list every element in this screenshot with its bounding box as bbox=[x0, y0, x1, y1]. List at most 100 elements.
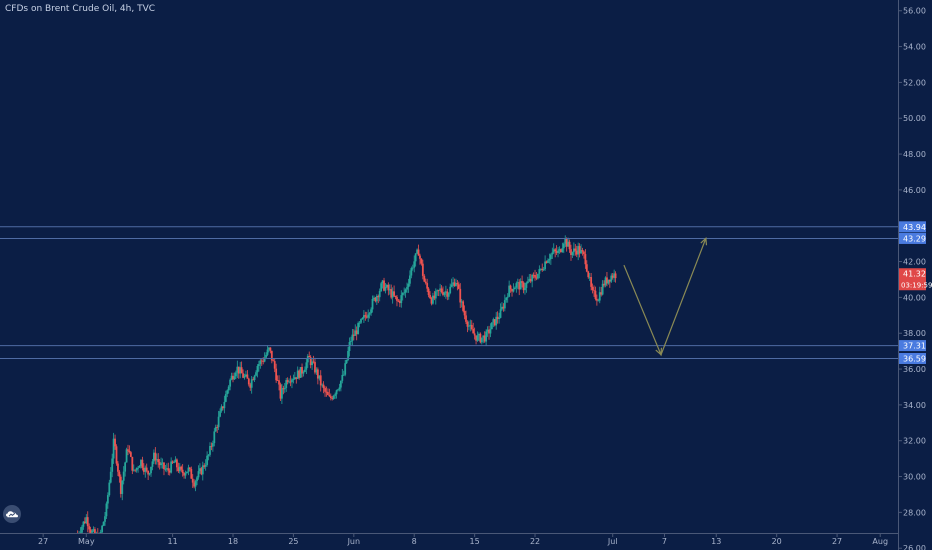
candle-down bbox=[534, 275, 536, 278]
candle-up bbox=[85, 517, 88, 524]
candle-up bbox=[227, 386, 230, 391]
candle-up bbox=[164, 469, 167, 470]
candle-down bbox=[545, 261, 548, 263]
time-tick-label: 20 bbox=[772, 537, 782, 546]
time-tick-label: 8 bbox=[412, 537, 417, 546]
candle-down bbox=[128, 450, 131, 453]
candle-down bbox=[430, 298, 433, 304]
candle-up bbox=[259, 360, 262, 365]
candle-up bbox=[531, 274, 534, 282]
candles-layer bbox=[76, 235, 617, 544]
candle-up bbox=[150, 466, 152, 474]
candle-up bbox=[482, 335, 485, 338]
candle-up bbox=[315, 369, 318, 373]
candle-up bbox=[413, 261, 416, 268]
candle-down bbox=[286, 380, 289, 382]
candle-up bbox=[230, 375, 233, 380]
candle-up bbox=[503, 300, 506, 309]
candle-up bbox=[447, 293, 450, 297]
candle-up bbox=[347, 350, 349, 360]
candle-down bbox=[262, 361, 265, 362]
candle-up bbox=[444, 291, 447, 293]
candle-up bbox=[380, 283, 383, 292]
candle-down bbox=[502, 306, 505, 309]
candle-up bbox=[243, 376, 246, 378]
candle-down bbox=[483, 335, 486, 342]
tradingview-logo[interactable] bbox=[3, 505, 21, 523]
candle-down bbox=[142, 467, 145, 472]
candle-up bbox=[549, 254, 552, 260]
candle-up bbox=[370, 309, 372, 314]
candle-up bbox=[357, 323, 360, 335]
candle-up bbox=[498, 317, 500, 319]
candle-up bbox=[234, 372, 237, 377]
candle-up bbox=[256, 366, 259, 373]
candle-up bbox=[165, 468, 168, 470]
candle-up bbox=[607, 279, 610, 284]
candle-down bbox=[115, 446, 118, 464]
level-price-label bbox=[899, 352, 926, 364]
time-tick-label: Jun bbox=[347, 537, 361, 546]
candle-down bbox=[158, 462, 161, 466]
candle-up bbox=[151, 461, 154, 467]
candle-down bbox=[541, 268, 544, 271]
candle-up bbox=[450, 284, 453, 287]
candle-up bbox=[378, 291, 381, 298]
candle-down bbox=[575, 250, 578, 255]
candle-down bbox=[177, 467, 180, 472]
candle-up bbox=[226, 390, 229, 395]
candle-up bbox=[148, 473, 151, 475]
candle-down bbox=[232, 375, 234, 380]
candle-down bbox=[273, 361, 276, 369]
candle-up bbox=[196, 477, 198, 482]
candle-down bbox=[591, 286, 594, 290]
projection-layer bbox=[623, 236, 708, 357]
candle-down bbox=[200, 468, 203, 475]
candle-up bbox=[469, 324, 472, 326]
candle-up bbox=[407, 283, 410, 288]
time-tick-label: 13 bbox=[711, 537, 721, 546]
candle-down bbox=[312, 361, 315, 363]
candle-down bbox=[511, 288, 513, 292]
candle-down bbox=[190, 469, 193, 479]
candle-up bbox=[350, 340, 352, 343]
candle-up bbox=[354, 330, 357, 336]
candle-up bbox=[388, 289, 391, 291]
candle-up bbox=[367, 314, 370, 318]
candle-up bbox=[562, 243, 565, 249]
candle-down bbox=[488, 329, 490, 334]
candle-up bbox=[525, 282, 528, 288]
candle-up bbox=[577, 246, 580, 255]
candle-up bbox=[601, 283, 604, 295]
candle-down bbox=[496, 316, 499, 319]
candle-down bbox=[459, 288, 462, 303]
price-tick-label: 34.00 bbox=[903, 401, 926, 410]
price-tick-label: 54.00 bbox=[903, 43, 926, 52]
candle-down bbox=[89, 529, 92, 533]
candle-up bbox=[561, 248, 564, 253]
candle-up bbox=[552, 249, 555, 253]
candle-up bbox=[124, 462, 127, 472]
level-price-text: 37.31 bbox=[903, 342, 926, 351]
levels-layer bbox=[0, 226, 898, 359]
candle-up bbox=[318, 375, 321, 379]
candle-up bbox=[253, 375, 256, 380]
candle-up bbox=[373, 297, 375, 299]
candle-up bbox=[371, 298, 374, 310]
candle-up bbox=[220, 406, 223, 412]
candle-down bbox=[509, 285, 512, 289]
candle-up bbox=[265, 354, 267, 358]
candle-down bbox=[603, 283, 605, 286]
candle-down bbox=[611, 275, 614, 278]
time-tick-label: 15 bbox=[470, 537, 480, 546]
candle-up bbox=[91, 530, 93, 533]
candle-up bbox=[572, 248, 575, 253]
candle-down bbox=[394, 295, 397, 298]
candle-down bbox=[295, 377, 298, 379]
candle-down bbox=[309, 357, 312, 366]
candle-down bbox=[419, 255, 421, 259]
projection-path bbox=[623, 238, 707, 357]
symbol-title[interactable]: CFDs on Brent Crude Oil, 4h, TVC bbox=[5, 4, 156, 14]
candle-down bbox=[270, 350, 273, 361]
